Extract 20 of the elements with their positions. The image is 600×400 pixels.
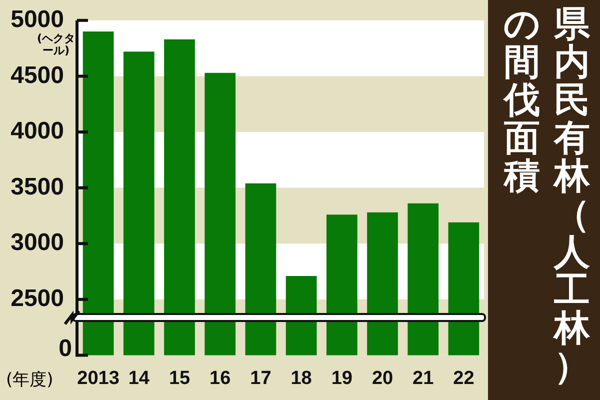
- x-tick-label: 22: [453, 368, 474, 389]
- y-tick-label: 3500: [10, 173, 64, 200]
- x-tick-label: 18: [290, 368, 312, 389]
- x-tick-label: 15: [168, 368, 190, 389]
- text: 0: [58, 334, 72, 362]
- chart-title: 県内民有林（人工林）の間伐面積: [504, 4, 590, 387]
- x-tick-label: 20: [372, 368, 394, 389]
- y-tick-label: 4500: [10, 62, 64, 89]
- x-tick-label: 21: [412, 368, 434, 389]
- y-tick-label: 2500: [10, 285, 64, 312]
- y-tick-label: 5000: [10, 6, 64, 34]
- x-tick-label: 16: [210, 368, 231, 389]
- x-axis-title: (年度): [6, 369, 54, 391]
- y-axis-title: (ヘクタール): [36, 32, 76, 57]
- x-tick-label: 14: [128, 368, 150, 389]
- x-tick-label: 17: [250, 368, 272, 389]
- y-tick-label: 4000: [10, 118, 64, 145]
- x-tick-label: 2013: [77, 368, 120, 389]
- x-tick-label: 19: [331, 368, 352, 389]
- y-tick-label: 3000: [10, 229, 64, 256]
